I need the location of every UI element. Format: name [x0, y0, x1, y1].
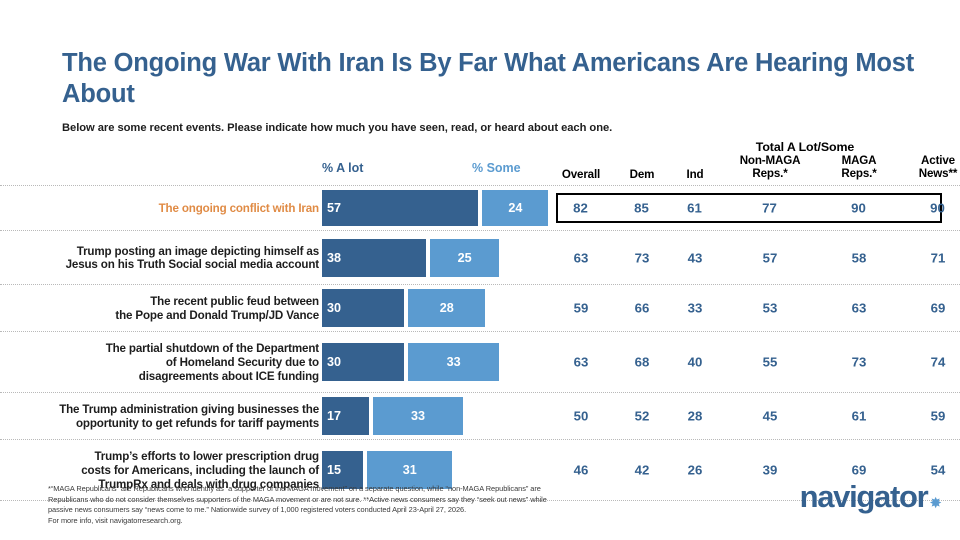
cell-value: 57: [762, 250, 778, 265]
cell-value: 66: [634, 300, 650, 316]
logo-wordmark: navigator: [799, 479, 929, 514]
cell-value: 71: [930, 250, 946, 265]
stacked-bar: 38 25: [322, 238, 499, 277]
cell-value: 85: [634, 200, 649, 216]
row-label: The partial shutdown of the Department of…: [105, 342, 319, 383]
cell-value: 26: [687, 462, 703, 478]
table-bottom-rule: [0, 500, 960, 501]
stacked-bar: 15 31: [322, 451, 453, 489]
row-label: Trump’s efforts to lower prescription dr…: [81, 450, 319, 491]
title-block: The Ongoing War With Iran Is By Far What…: [62, 48, 950, 134]
bar-segment-some: 33: [408, 343, 499, 381]
table-row: Trump’s efforts to lower prescription dr…: [0, 439, 960, 500]
cell-value: 59: [573, 300, 589, 316]
chart-table: % A lot % Some Total A Lot/Some Overall D…: [0, 140, 960, 501]
column-header-non-maga-reps: Non-MAGA Reps.*: [739, 154, 801, 180]
row-label: The recent public feud between the Pope a…: [115, 295, 319, 322]
table-row: Trump posting an image depicting himself…: [0, 230, 960, 284]
cell-value: 61: [851, 408, 867, 424]
row-values: 63734357587151: [556, 231, 946, 284]
page-title: The Ongoing War With Iran Is By Far What…: [62, 49, 915, 108]
legend-a-lot: % A lot: [322, 161, 364, 175]
table-row: The Trump administration giving business…: [0, 392, 960, 439]
cell-value: 90: [930, 200, 945, 216]
cell-value: 63: [573, 250, 589, 265]
cell-value: 82: [573, 200, 588, 216]
cell-value: 69: [851, 462, 867, 478]
footnote-line-2: Republicans who do not consider themselv…: [48, 494, 547, 504]
column-header-overall: Overall: [561, 168, 601, 181]
cell-value: 55: [762, 354, 778, 370]
bar-segment-some: 31: [367, 451, 453, 489]
cell-value: 59: [930, 408, 946, 424]
row-values: 59663353636943: [556, 285, 946, 331]
bar-segment-some: 25: [430, 238, 499, 277]
row-values: 50522845615936: [556, 393, 946, 439]
cell-value: 77: [762, 200, 777, 216]
cell-value: 68: [634, 354, 650, 370]
row-values-highlighted: 82856177909068: [556, 193, 945, 223]
column-header-ind: Ind: [686, 168, 704, 181]
bar-segment-a-lot: 30: [322, 343, 405, 381]
bar-segment-some: 24: [482, 190, 549, 226]
cell-value: 50: [573, 408, 589, 424]
cell-value: 42: [634, 462, 650, 478]
bar-segment-a-lot: 30: [322, 289, 405, 327]
table-header-row: % A lot % Some Total A Lot/Some Overall D…: [0, 140, 960, 185]
stacked-bar: 57 24: [322, 190, 549, 226]
column-header-active-news: Active News**: [918, 154, 958, 180]
bar-segment-a-lot: 17: [322, 397, 369, 435]
cell-value: 46: [573, 462, 589, 478]
column-group-header: Total A Lot/Some: [755, 140, 855, 154]
cell-value: 33: [687, 300, 703, 316]
cell-value: 73: [634, 250, 650, 265]
cell-value: 58: [851, 250, 867, 265]
bar-segment-a-lot: 57: [322, 190, 479, 226]
footnote-line-3: passive news consumers say “news come to…: [48, 505, 467, 515]
row-label: Trump posting an image depicting himself…: [65, 244, 320, 272]
cell-value: 40: [687, 354, 703, 370]
cell-value: 73: [851, 354, 867, 370]
legend-some: % Some: [472, 161, 521, 175]
row-values: 46422639695435: [556, 440, 946, 500]
row-label: The ongoing conflict with Iran: [158, 202, 320, 215]
table-row: The recent public feud between the Pope a…: [0, 284, 960, 331]
cell-value: 69: [930, 300, 946, 316]
cell-value: 61: [687, 200, 702, 216]
cell-value: 52: [634, 408, 650, 424]
footnote-line-1: *“MAGA Republicans” are Republicans who …: [48, 484, 541, 493]
table-body: The ongoing conflict with Iran 57 24 82 85 61…: [0, 185, 960, 501]
navigator-logo: navigator ✸: [800, 481, 942, 512]
stacked-bar: 30 33: [322, 343, 499, 381]
column-header-dem: Dem: [629, 168, 655, 181]
bar-segment-a-lot: 15: [322, 451, 364, 489]
cell-value: 90: [851, 200, 866, 216]
cell-value: 63: [573, 354, 589, 370]
bar-segment-a-lot: 38: [322, 238, 427, 277]
cell-value: 53: [762, 300, 778, 316]
table-row: The ongoing conflict with Iran 57 24 82 85 61…: [0, 185, 960, 230]
cell-value: 28: [687, 408, 703, 424]
footnote-line-4: For more info, visit navigatorresearch.o…: [48, 515, 183, 525]
bar-segment-some: 33: [372, 397, 464, 435]
cell-value: 74: [930, 354, 946, 370]
cell-value: 54: [930, 462, 946, 478]
row-label: The Trump administration giving business…: [59, 403, 319, 430]
cell-value: 45: [762, 408, 778, 424]
stacked-bar: 30 28: [322, 289, 486, 327]
stacked-bar: 17 33: [322, 397, 464, 435]
cell-value: 39: [762, 462, 778, 478]
cell-value: 63: [851, 300, 867, 316]
page-subtitle: Below are some recent events. Please ind…: [62, 122, 613, 135]
row-values: 63684055737447: [556, 332, 946, 392]
bar-segment-some: 28: [408, 289, 486, 327]
footnote: *“MAGA Republicans” are Republicans who …: [48, 484, 688, 526]
table-row: The partial shutdown of the Department of…: [0, 331, 960, 392]
column-header-maga-reps: MAGA Reps.*: [841, 154, 877, 180]
star-icon: ✸: [929, 495, 942, 512]
cell-value: 43: [687, 250, 703, 265]
